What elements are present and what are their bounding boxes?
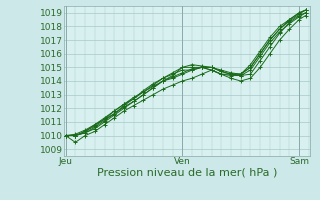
X-axis label: Pression niveau de la mer( hPa ): Pression niveau de la mer( hPa ) [97, 168, 277, 178]
